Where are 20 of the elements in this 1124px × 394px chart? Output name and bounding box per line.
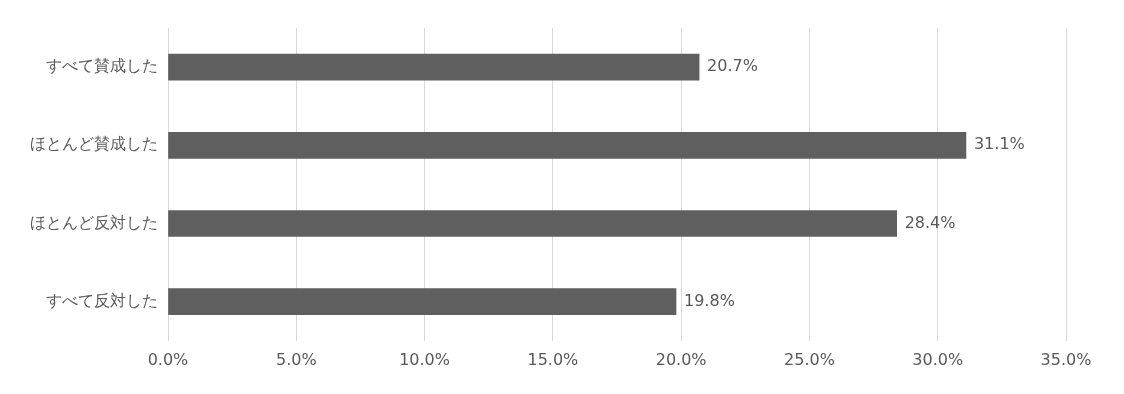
x-tick-label: 35.0% <box>1040 349 1092 369</box>
x-tick-label: 20.0% <box>655 349 707 369</box>
data-label: 20.7% <box>707 56 758 76</box>
bar <box>168 210 897 237</box>
data-label: 28.4% <box>904 212 956 232</box>
x-tick-label: 0.0% <box>147 349 189 369</box>
data-label: 31.1% <box>973 134 1025 154</box>
bar <box>168 53 700 81</box>
bar <box>168 131 967 159</box>
y-tick-label: ほとんど反対した <box>30 212 158 232</box>
x-tick-label: 25.0% <box>784 349 835 369</box>
y-tick-label: ほとんど賛成した <box>30 134 158 154</box>
x-tick-label: 5.0% <box>275 349 317 369</box>
y-tick-label: すべて賛成した <box>46 56 158 76</box>
data-label: 19.8% <box>684 290 735 310</box>
x-tick-label: 15.0% <box>527 349 579 369</box>
x-tick-label: 30.0% <box>912 349 964 369</box>
x-tick-label: 10.0% <box>399 349 450 369</box>
y-tick-label: すべて反対した <box>46 290 158 310</box>
bar <box>168 288 677 316</box>
